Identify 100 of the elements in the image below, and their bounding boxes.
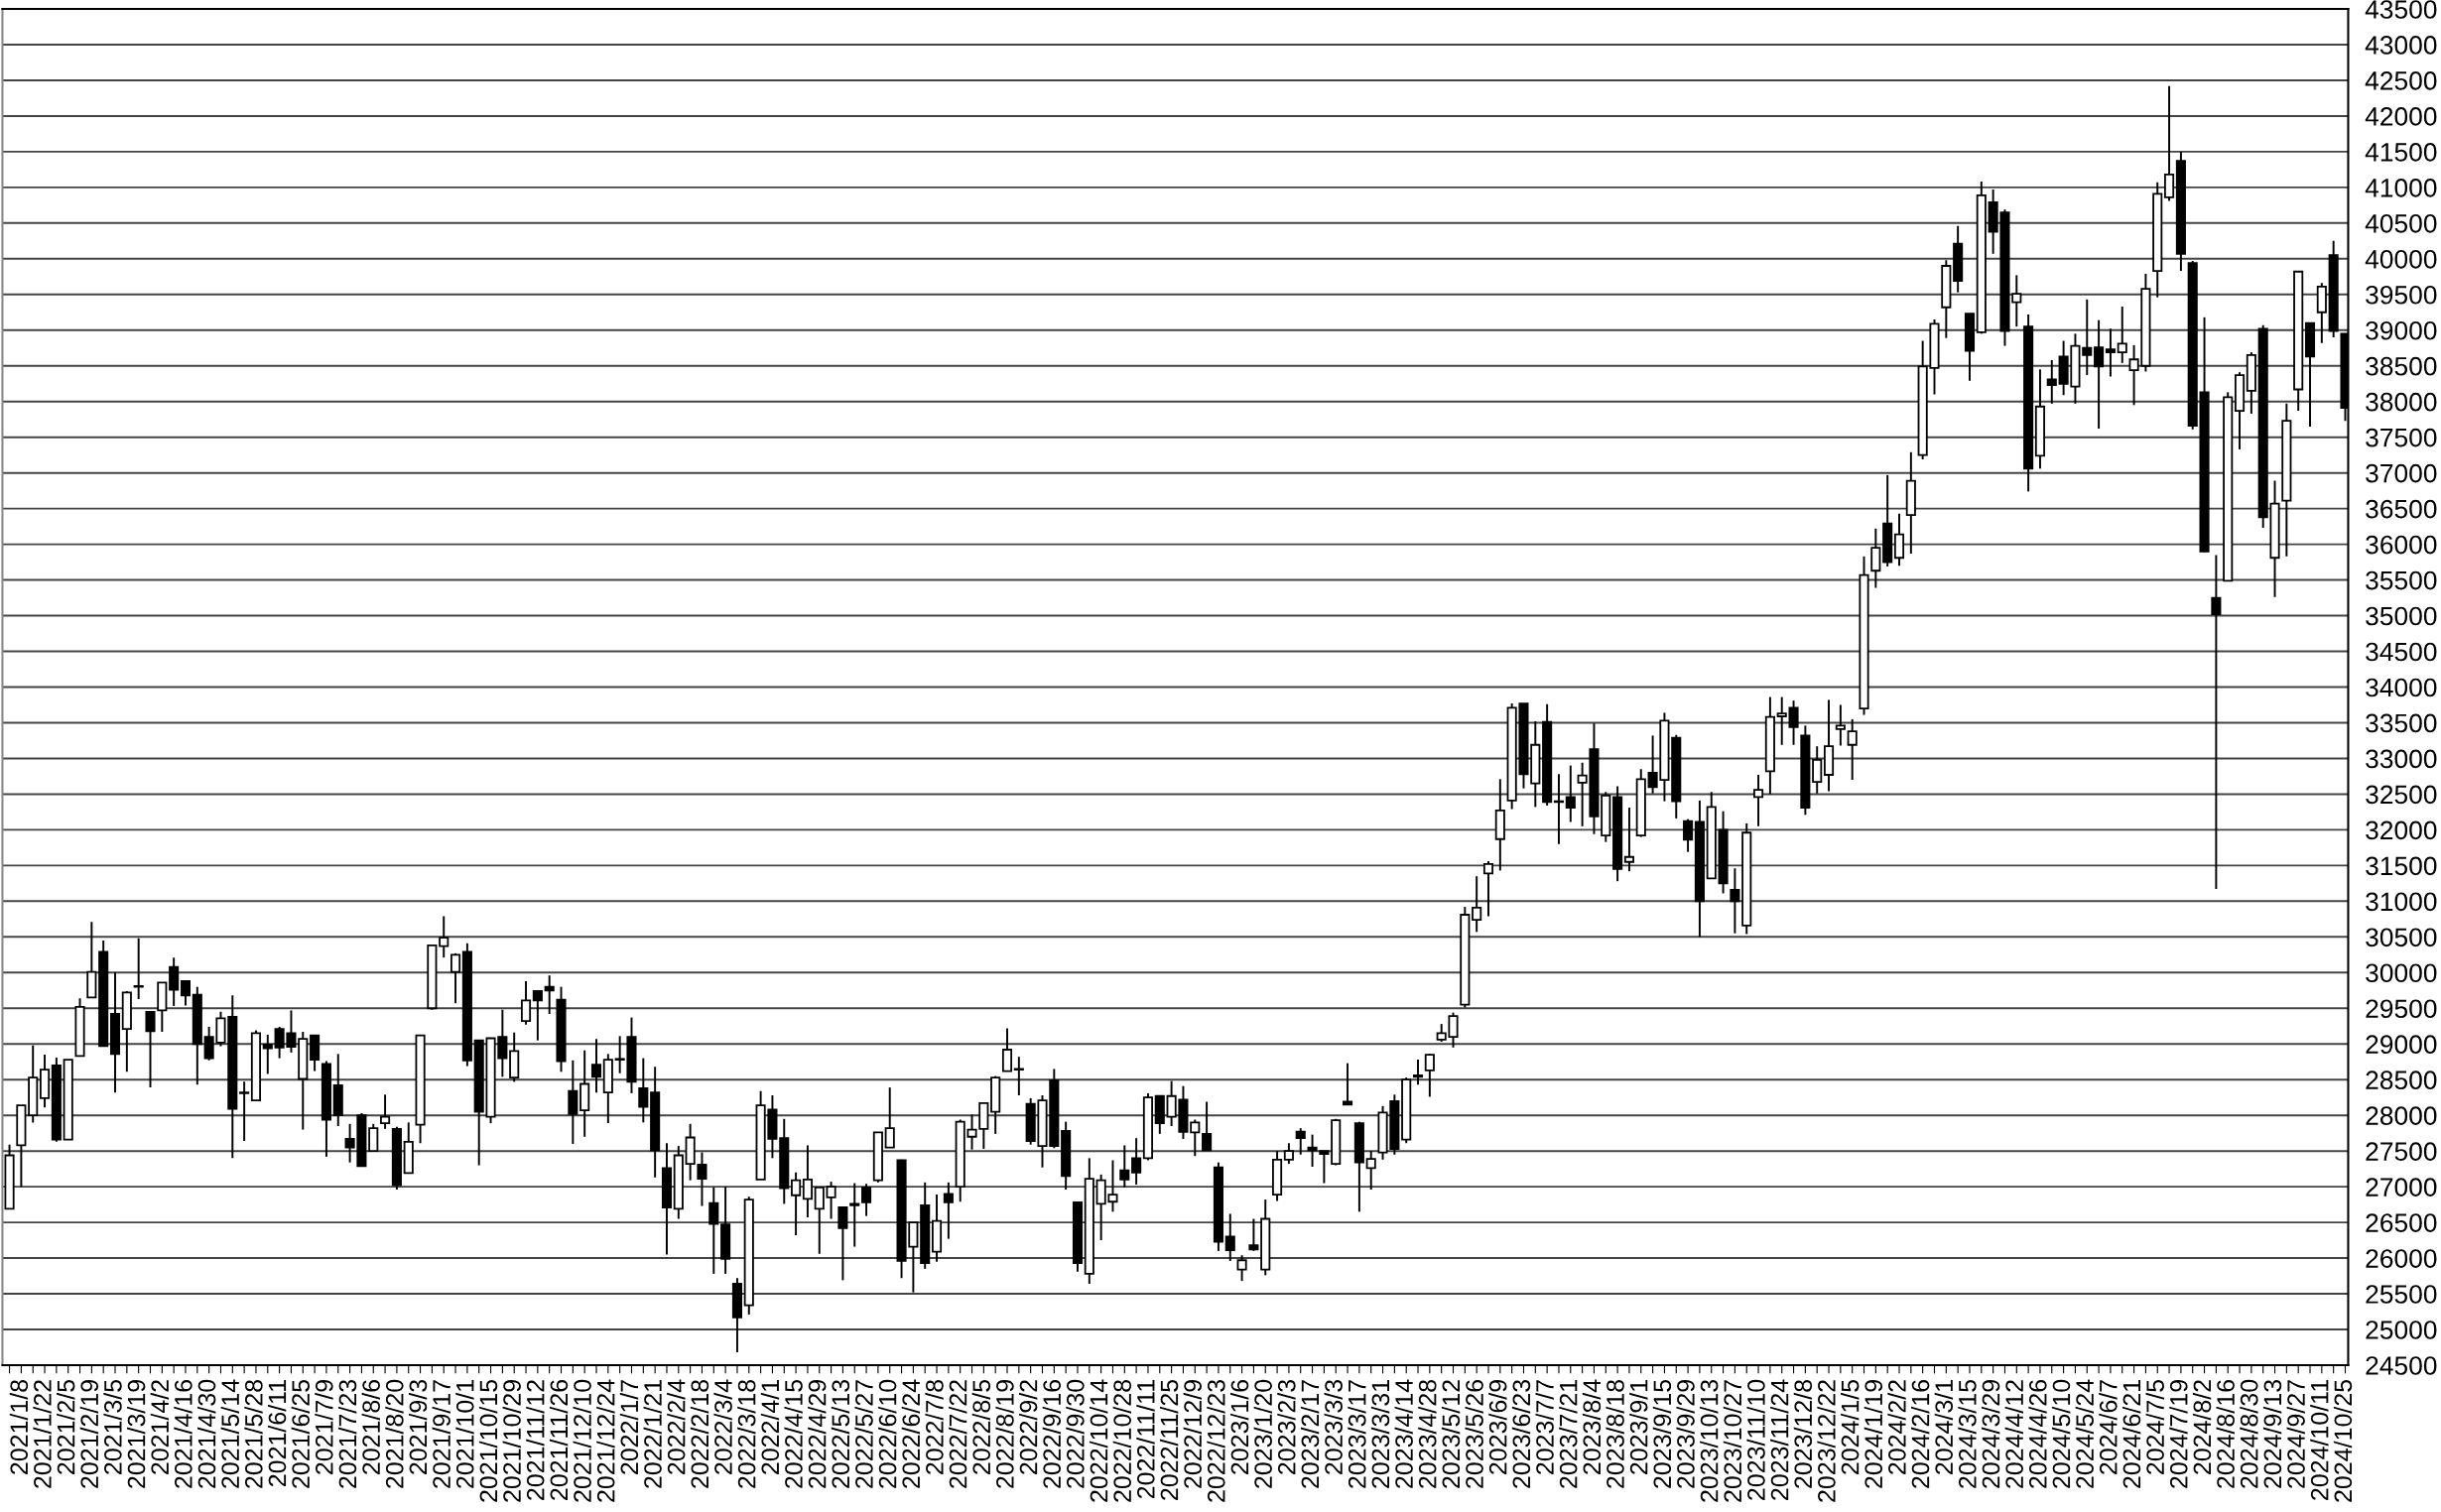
x-tick-label: 2024/7/19 [2169,1380,2188,1488]
y-tick-label: 24500 [2366,1356,2437,1375]
y-tick-label: 36500 [2366,499,2437,519]
y-tick-label: 43500 [2365,0,2437,19]
x-tick-label: 2022/5/13 [831,1379,850,1488]
candlestick [1001,1027,1013,1072]
x-tick-label: 2022/1/7 [619,1380,639,1474]
x-tick-label: 2021/4/16 [174,1379,193,1488]
candlestick [1295,1127,1306,1156]
candlestick [2105,327,2116,378]
x-tick-label: 2022/10/14 [1089,1379,1108,1502]
candlestick [1472,875,1482,934]
candlestick [520,979,532,1026]
y-tick-label: 40000 [2365,249,2437,269]
x-tick-label: 2023/8/4 [1582,1379,1602,1474]
candlestick [943,1181,954,1240]
x-tick-label: 2023/12/8 [1793,1379,1813,1488]
y-tick-label: 25000 [2366,1321,2437,1339]
x-tick-label: 2021/10/15 [478,1379,498,1502]
candlestick [169,956,180,1008]
x-tick-label: 2023/3/3 [1324,1379,1343,1474]
y-tick-label: 35000 [2366,606,2437,626]
x-tick-label: 2022/2/4 [667,1379,686,1474]
x-tick-label: 2021/4/2 [150,1380,170,1474]
candlestick [532,990,543,1042]
y-tick-label: 42000 [2365,107,2437,126]
candlestick [568,1059,578,1145]
candlestick [791,1171,802,1237]
candlestick [2046,359,2057,405]
x-tick-label: 2021/12/24 [596,1379,615,1502]
x-tick-label: 2021/9/3 [408,1379,428,1474]
x-tick-label: 2024/5/10 [2051,1379,2071,1488]
y-tick-label: 31500 [2366,856,2437,876]
y-tick-label: 31000 [2366,892,2437,912]
x-tick-label: 2024/10/25 [2333,1379,2353,1502]
candlestick [439,915,450,959]
candlestick [884,1086,895,1149]
x-tick-label: 2023/10/27 [1723,1380,1742,1502]
candlestick [1412,1059,1424,1086]
x-tick-label: 2023/1/6 [1229,1379,1249,1474]
candlestick [1893,512,1905,567]
x-tick-label: 2022/3/18 [737,1379,756,1488]
x-tick-label: 2023/3/31 [1370,1380,1390,1488]
y-tick-label: 38500 [2366,356,2437,376]
x-tick-label: 2022/10/28 [1112,1379,1132,1502]
x-tick-label: 2024/1/19 [1863,1380,1883,1488]
x-tick-label: 2022/1/21 [643,1380,662,1488]
x-tick-label: 2022/12/23 [1207,1379,1225,1502]
x-tick-label: 2021/2/19 [79,1380,99,1488]
candlestick [368,1122,379,1153]
candlestick [2164,84,2175,202]
candlestick [849,1182,860,1248]
x-tick-label: 2024/8/30 [2240,1379,2258,1488]
x-tick-label: 2021/5/14 [220,1379,240,1488]
y-tick-label: 29500 [2366,999,2437,1019]
y-tick-label: 36000 [2366,535,2437,555]
x-tick-label: 2022/6/24 [901,1379,921,1488]
x-tick-label: 2023/9/29 [1676,1380,1695,1488]
candlestick [590,1038,602,1094]
x-tick-label: 2021/11/12 [526,1380,545,1500]
x-tick-label: 2022/4/15 [784,1379,803,1488]
x-tick-label: 2022/9/2 [1019,1380,1038,1474]
y-tick-label: 32000 [2366,820,2437,840]
candlestick [1131,1137,1142,1186]
y-tick-label: 25500 [2366,1285,2437,1304]
x-tick-label: 2023/11/24 [1770,1379,1789,1500]
candlestick [826,1181,836,1220]
y-tick-label: 26000 [2366,1249,2437,1268]
y-tick-label: 33500 [2366,713,2437,733]
y-tick-label: 43000 [2365,36,2437,55]
candlestick [145,1010,156,1089]
y-tick-label: 37000 [2366,463,2437,483]
y-tick-label: 28500 [2366,1071,2437,1090]
x-tick-label: 2021/6/11 [267,1380,287,1486]
x-tick-label: 2023/9/15 [1652,1379,1672,1488]
x-tick-label: 2023/8/18 [1606,1379,1624,1488]
candlestick [861,1183,872,1217]
x-tick-label: 2022/7/8 [925,1379,944,1474]
candlestick [450,951,461,1005]
y-tick-label: 28000 [2366,1106,2437,1126]
y-tick-label: 41500 [2365,143,2437,162]
candlestick [1753,774,1764,827]
x-tick-label: 2021/4/30 [197,1379,216,1488]
x-tick-label: 2023/10/13 [1700,1379,1719,1502]
x-tick-label: 2021/8/20 [385,1379,404,1488]
x-tick-label: 2021/2/5 [57,1379,75,1474]
x-tick-label: 2023/7/21 [1559,1380,1578,1488]
x-tick-label: 2023/2/3 [1277,1379,1296,1474]
x-tick-label: 2024/9/27 [2286,1380,2305,1488]
candlestick [708,1186,719,1275]
y-tick-label: 41000 [2365,179,2437,197]
y-tick-label: 30500 [2366,928,2437,947]
candlestick [1683,818,1694,853]
x-tick-label: 2024/4/26 [2028,1379,2047,1488]
candlestick [1365,1150,1376,1191]
x-tick-label: 2022/9/16 [1042,1379,1062,1488]
candlestick [239,1080,250,1143]
x-tick-label: 2021/7/23 [337,1379,357,1488]
candlestick [1424,1053,1435,1098]
candlestick [802,1144,813,1219]
